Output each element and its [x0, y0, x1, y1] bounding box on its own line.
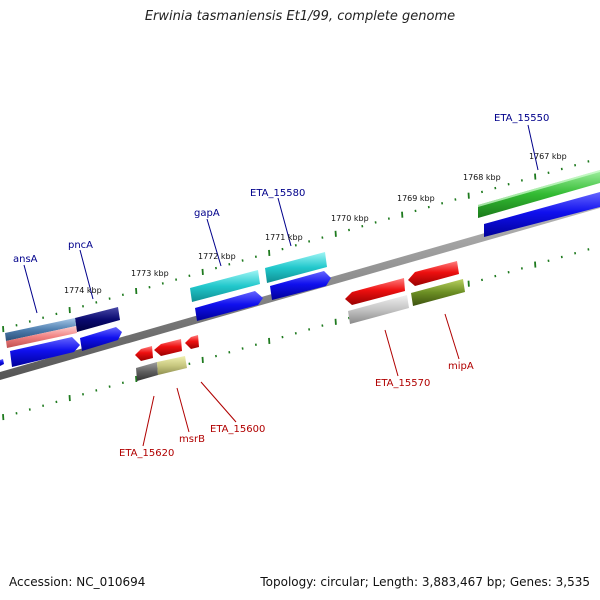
gene-feature-blue — [80, 327, 122, 351]
gene-feature-eta-15580 — [265, 252, 327, 283]
gene-feature-eta-15550 — [478, 170, 600, 218]
gene-label-eta-15580: ETA_15580 — [250, 188, 305, 199]
gene-label-mipa: mipA — [448, 361, 474, 372]
gene-feature-blue — [195, 291, 263, 321]
gene-feature-pnca — [75, 307, 120, 332]
gene-label-eta-15620: ETA_15620 — [119, 448, 174, 459]
gene-feature-gapa — [190, 270, 260, 302]
gene-feature-eta-15600 — [185, 335, 199, 349]
gene-feature-blue — [10, 337, 80, 367]
gene-feature-eta-15620 — [135, 346, 153, 361]
kbp-label: 1767 kbp — [529, 152, 567, 161]
gene-label-gapa: gapA — [194, 208, 220, 219]
gene-feature-blue — [484, 192, 600, 237]
kbp-labels: 1767 kbp 1768 kbp 1769 kbp 1770 kbp 1771… — [64, 152, 567, 295]
topology-label: Topology: circular; Length: 3,883,467 bp… — [260, 575, 590, 589]
gene-feature-ansa — [5, 318, 76, 341]
gene-feature-mipa — [408, 261, 459, 286]
gene-label-eta-15600: ETA_15600 — [210, 424, 265, 435]
accession-label: Accession: NC_010694 — [9, 575, 146, 589]
gene-label-eta-15570: ETA_15570 — [375, 378, 430, 389]
gene-labels-reverse: ETA_15570 mipA ETA_15600 msrB ETA_15620 — [119, 361, 474, 459]
gene-feature-blue — [270, 271, 331, 300]
gene-label-pnca: pncA — [68, 240, 93, 251]
kbp-label: 1771 kbp — [265, 233, 303, 242]
gene-label-msrb: msrB — [179, 434, 205, 445]
forward-features — [0, 170, 600, 367]
label-leaders — [23, 124, 539, 447]
kbp-label: 1769 kbp — [397, 194, 435, 203]
gene-label-eta-15550: ETA_15550 — [494, 113, 549, 124]
kbp-label: 1774 kbp — [64, 286, 102, 295]
kbp-label: 1773 kbp — [131, 269, 169, 278]
map-title: Erwinia tasmaniensis Et1/99, complete ge… — [144, 9, 456, 24]
reverse-features — [135, 261, 465, 381]
gene-feature-msrb — [154, 339, 182, 356]
kbp-label: 1770 kbp — [331, 214, 369, 223]
gene-label-ansa: ansA — [13, 254, 38, 265]
kbp-label: 1772 kbp — [198, 252, 236, 261]
kbp-label: 1768 kbp — [463, 173, 501, 182]
gene-labels-forward: ETA_15550 ETA_15580 gapA pncA ansA — [13, 113, 549, 265]
gene-feature-eta-15570 — [345, 278, 405, 305]
